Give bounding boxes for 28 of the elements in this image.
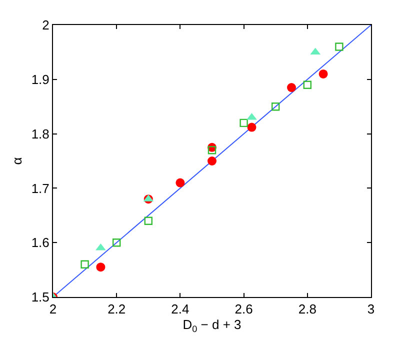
point: [287, 83, 296, 92]
x-axis-title: D$_{0}$ − d + 3: [182, 317, 242, 334]
point: [96, 262, 106, 272]
point: [144, 216, 152, 225]
point: [303, 80, 312, 89]
x-tick-label: 2.2: [108, 302, 126, 317]
y-tick-label: 1.7: [31, 180, 50, 196]
y-tick-label: 1.8: [31, 126, 50, 142]
point: [240, 118, 248, 128]
point: [208, 156, 216, 166]
point: [318, 69, 328, 78]
point: [335, 42, 344, 51]
point: [247, 122, 256, 132]
point: [80, 260, 89, 268]
point: [208, 146, 216, 154]
y-axis-title: α: [9, 156, 24, 165]
y-tick-label: 2: [42, 18, 50, 33]
y-tick-label: 1.6: [31, 235, 50, 250]
y-tick-label: 1.9: [31, 72, 50, 87]
point: [176, 178, 185, 188]
point: [246, 112, 257, 120]
x-tick-label: 2.4: [171, 302, 190, 317]
x-tick-label: 2.8: [298, 302, 316, 317]
point: [112, 238, 121, 247]
x-tick-label: 3: [367, 302, 375, 317]
y-tick-label: 1.5: [31, 290, 50, 305]
x-tick-label: 2.6: [234, 302, 253, 317]
point: [272, 102, 280, 111]
